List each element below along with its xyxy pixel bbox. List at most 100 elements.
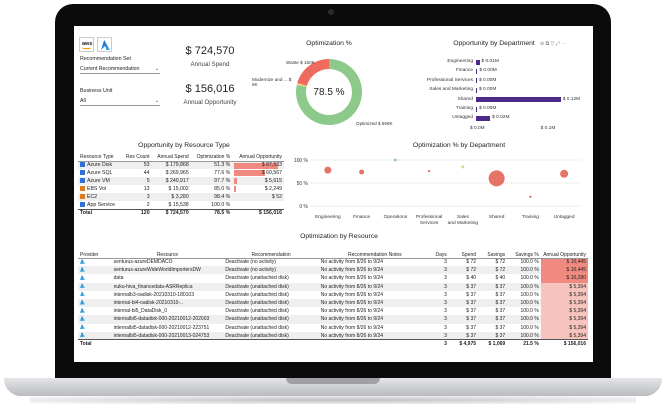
- resource-icon: [80, 162, 85, 168]
- dept-bar[interactable]: [476, 68, 478, 74]
- resource-icon: [80, 178, 85, 184]
- total-cell: [318, 339, 431, 349]
- scatter-point[interactable]: [529, 195, 532, 198]
- table-row[interactable]: Azure SQL 44 $ 269,965 77.6 % $ 60,567: [78, 169, 284, 177]
- dept-bar[interactable]: [476, 106, 477, 112]
- col-header[interactable]: Recommendation: [223, 242, 319, 259]
- col-header[interactable]: Resource: [111, 242, 224, 259]
- dept-bar[interactable]: [476, 115, 491, 121]
- table-row[interactable]: Azure Disk 53 $ 179,868 51.3 % $ 87,533: [78, 161, 284, 169]
- col-header[interactable]: Provider: [78, 242, 112, 259]
- col-header[interactable]: Savings: [478, 242, 508, 259]
- table-row[interactable]: internalbi5-datadisk-000-20210013-024753…: [78, 331, 588, 340]
- dept-chart-title: Opportunity by Department: [453, 40, 535, 47]
- notes-cell: No activity from 8/26 to 9/24: [318, 331, 431, 340]
- spend-cell: $ 72: [448, 266, 479, 275]
- resources-title: Optimization by Resource: [300, 233, 378, 240]
- dept-bar[interactable]: [476, 59, 480, 65]
- table-row[interactable]: EC2 3 $ 3,280 98.4 % $ 52: [78, 193, 284, 201]
- savings-cell: $ 40: [495, 275, 506, 282]
- days-cell: 3: [430, 298, 449, 308]
- days-cell: 3: [444, 275, 447, 282]
- resource-icon: [80, 201, 85, 207]
- dept-bar[interactable]: [476, 87, 477, 93]
- savings-pct-cell: 100.0 %: [520, 308, 539, 315]
- col-header[interactable]: Resource Type: [78, 153, 122, 162]
- table-row[interactable]: senturus-azureDEMDACO Deactivate (no acti…: [78, 258, 588, 267]
- aws-logo-icon: aws: [79, 37, 94, 52]
- annual-opportunity-value: $ 156,016: [185, 83, 235, 95]
- scatter-point[interactable]: [324, 166, 332, 174]
- col-header[interactable]: Optimization %: [190, 153, 233, 162]
- col-header[interactable]: Annual Opportunity: [232, 153, 284, 162]
- table-row[interactable]: internal-bi4-oadisk-20210310-.. Deactivat…: [78, 298, 588, 308]
- col-header[interactable]: Days: [430, 242, 449, 259]
- donut-slice-optimized[interactable]: [296, 59, 362, 125]
- scatter-point[interactable]: [560, 169, 569, 178]
- table-row[interactable]: data Deactivate (unattached disk) No activ…: [78, 274, 588, 283]
- annual-opportunity-cell: $ 5,394: [540, 298, 588, 308]
- savings-cell: $ 37: [478, 331, 508, 340]
- total-cell: 3: [430, 339, 449, 349]
- notes-cell: No activity from 8/26 to 9/24: [320, 324, 384, 331]
- optimization-cell: 77.6 %: [214, 170, 231, 176]
- scatter-point[interactable]: [359, 169, 365, 175]
- total-cell: 78.5 %: [190, 208, 233, 217]
- days-cell: 3: [444, 324, 447, 331]
- resource-cell: nuku-hiva_financedata-ASRReplica: [111, 282, 224, 291]
- col-header[interactable]: Annual Spend: [151, 153, 191, 162]
- spend-cell: $ 37: [448, 282, 479, 291]
- notes-cell: No activity from 8/26 to 9/24: [318, 298, 431, 308]
- x-tick-label-line: Sales: [457, 214, 470, 220]
- notes-cell: No activity from 8/26 to 9/24: [320, 259, 384, 266]
- dept-bar-chart: Engineering $ 0.01M Finance $ 0.00M Professi…: [404, 56, 590, 136]
- table-row[interactable]: EBS Vol 13 $ 15,002 85.0 % $ 2,249: [78, 185, 284, 193]
- spend-cell: $ 37: [466, 308, 477, 315]
- dept-axis-tick: $ 0.0M: [470, 126, 485, 131]
- laptop-base: [4, 378, 662, 396]
- x-tick-label: Shared: [489, 214, 505, 220]
- table-row[interactable]: Azure VM 5 $ 240,917 97.7 % $ 5,615: [78, 177, 284, 185]
- resource-icon: [80, 194, 85, 200]
- scatter-point[interactable]: [488, 170, 505, 187]
- table-row[interactable]: nuku-hiva_financedata-ASRReplica Deactiva…: [78, 282, 588, 291]
- azure-icon: [80, 307, 85, 313]
- azure-icon: [80, 324, 85, 330]
- donut-slice-modernize[interactable]: [296, 83, 307, 88]
- table-row[interactable]: internal-bi5_DataDisk_0 Deactivate (unatt…: [78, 307, 588, 316]
- dept-data-label: $ 0.01M: [481, 59, 499, 64]
- scatter-point[interactable]: [393, 158, 397, 162]
- scatter-point[interactable]: [461, 165, 465, 169]
- azure-logo-icon: [97, 37, 112, 52]
- visual-toolbar[interactable]: ⊘ ⧉ ▽ ⤢ ⋯: [540, 41, 567, 47]
- scatter-point[interactable]: [427, 169, 431, 173]
- annual-spend-cell: $ 269,965: [165, 170, 189, 176]
- total-cell: $ 156,016: [232, 208, 284, 217]
- donut-slice-waste[interactable]: [297, 59, 329, 86]
- business-unit-select[interactable]: All ⌄: [80, 97, 160, 106]
- optimization-cell: 100.0 %: [211, 201, 231, 208]
- table-row[interactable]: App Service 2 $ 15,538 100.0 %: [78, 201, 284, 209]
- dept-bar[interactable]: [476, 97, 561, 103]
- dept-category-label: Untagged: [452, 115, 473, 121]
- dept-category-label: Professional Services: [426, 77, 473, 83]
- azure-icon: [80, 315, 85, 321]
- col-header[interactable]: Res Count: [121, 153, 152, 162]
- table-row[interactable]: internalbi5-datadisk-000-20210012-202003…: [78, 315, 588, 324]
- col-header[interactable]: Savings %: [507, 242, 541, 259]
- table-row[interactable]: senturus-azureWideWorldImportersDW Deacti…: [78, 266, 588, 275]
- col-header[interactable]: Annual Opportunity: [540, 242, 588, 259]
- res-count-cell: 3: [121, 193, 152, 201]
- notes-cell: No activity from 8/26 to 9/24: [318, 282, 431, 291]
- table-row[interactable]: internalbi5-datadisk-000-20210012-223751…: [78, 323, 588, 332]
- business-unit-value: All: [80, 98, 86, 104]
- recommendation-set-select[interactable]: Current Recommendation ⌄: [80, 65, 160, 74]
- resource-type-name: EC2: [87, 194, 98, 200]
- savings-cell: $ 37: [478, 298, 508, 308]
- annual-opportunity-cell: $ 5,394: [540, 307, 588, 316]
- dept-bar[interactable]: [476, 78, 477, 84]
- col-header[interactable]: Spend: [448, 242, 479, 259]
- table-row[interactable]: internalb3-oadisk-20210310-180103 Deactiv…: [78, 290, 588, 299]
- col-header[interactable]: Recommendation Notes: [318, 242, 431, 259]
- total-cell: Total: [78, 339, 112, 349]
